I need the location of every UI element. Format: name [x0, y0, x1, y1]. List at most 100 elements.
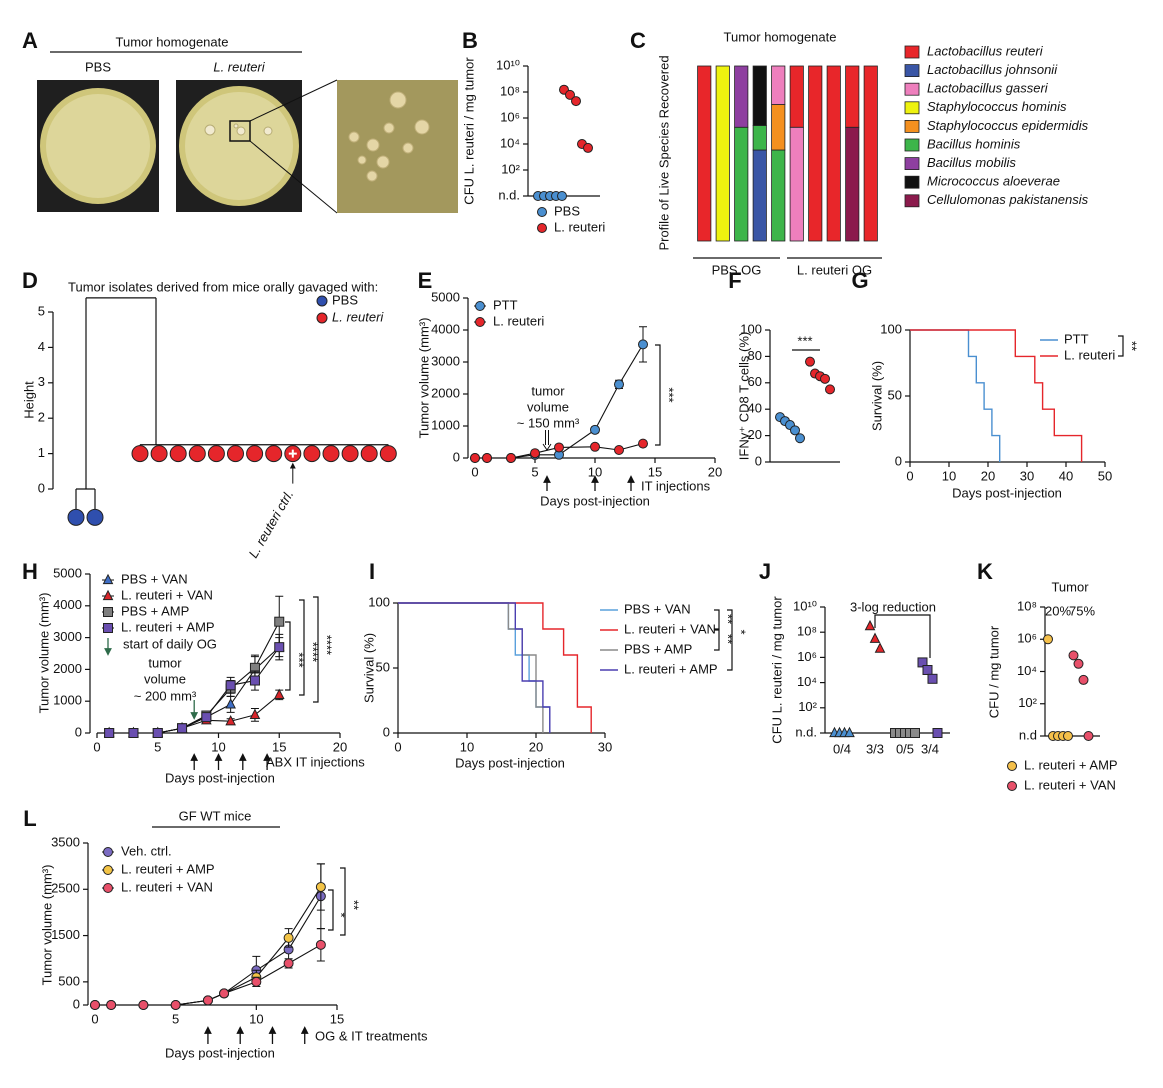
legend-marker [103, 623, 113, 633]
y-tick-label: 10⁸ [500, 83, 520, 98]
colony [389, 91, 407, 109]
data-point [844, 726, 855, 738]
y-tick-label: 3500 [51, 834, 80, 849]
annotation: IT injections [641, 478, 711, 493]
data-point [225, 714, 236, 726]
y-tick-label: 10² [1018, 695, 1037, 710]
annotation: tumor [531, 383, 565, 398]
data-point [170, 1000, 181, 1010]
x-tick-label: 0 [91, 1011, 98, 1026]
y-tick-label: 10⁴ [500, 135, 520, 150]
double-arrow [542, 430, 552, 451]
panel-letter: L [23, 806, 36, 831]
data-point [90, 1000, 100, 1010]
colony [233, 123, 239, 129]
legend-label: L. reuteri [332, 309, 384, 324]
survival-curve [398, 602, 551, 733]
y-tick-label: 1000 [53, 693, 82, 708]
significance-bracket [299, 599, 305, 696]
x-tick-label: 30 [598, 739, 612, 754]
y-tick-label: 50 [888, 387, 902, 402]
legend-label: Bacillus hominis [927, 136, 1021, 151]
significance: **** [320, 635, 335, 655]
bar-segment [826, 65, 841, 242]
data-point [249, 675, 260, 686]
data-point [1078, 674, 1089, 685]
data-point [249, 708, 261, 719]
data-point [152, 728, 163, 738]
significance-bracket [727, 609, 733, 671]
panel-letter: H [22, 559, 38, 584]
data-point [1068, 650, 1079, 661]
leaf [169, 445, 187, 463]
zoom-box [229, 120, 251, 142]
x-tick-label: 10 [211, 739, 225, 754]
significance: ** [721, 634, 736, 644]
colony [383, 122, 395, 134]
y-axis-label: Tumor volume (mm³) [416, 318, 431, 439]
data-point [251, 976, 262, 987]
data-point [554, 442, 564, 453]
x-tick-label: 0 [906, 468, 913, 483]
y-tick-label: 0 [73, 996, 80, 1011]
legend-swatch [904, 120, 920, 133]
y-tick-label: 10⁶ [1017, 631, 1037, 646]
bar-segment [771, 104, 786, 151]
leaf [379, 445, 397, 463]
data-point [225, 680, 236, 691]
y-tick-label: 100 [880, 321, 902, 336]
legend-label: L. reuteri + VAN [121, 879, 213, 894]
legend-marker [537, 223, 547, 233]
leaf [86, 508, 104, 526]
y-tick-label: 4000 [53, 597, 82, 612]
plate-agar [185, 92, 293, 200]
data-point [874, 642, 886, 653]
data-point [1083, 731, 1094, 741]
bar-segment [845, 65, 860, 128]
zoom-line [249, 79, 338, 122]
data-point [583, 142, 593, 153]
data-point [482, 453, 492, 463]
significance: * [334, 912, 349, 917]
bar-segment [752, 149, 767, 242]
data-point [922, 665, 933, 675]
y-tick-label: 2 [38, 410, 45, 425]
data-point [315, 881, 326, 892]
colony [402, 142, 414, 154]
data-point [315, 939, 326, 950]
bar-segment [752, 125, 767, 151]
panel-letter: E [418, 268, 433, 293]
y-tick-label: 0 [383, 724, 390, 739]
legend-marker [475, 317, 485, 327]
legend-swatch [904, 175, 920, 189]
legend-label: L. reuteri + AMP [624, 661, 718, 676]
y-tick-label: 4000 [431, 321, 460, 336]
legend-label: L. reuteri [493, 313, 544, 328]
data-point [825, 384, 835, 395]
annotation: ~ 200 mm³ [134, 688, 197, 703]
colony [263, 126, 273, 136]
legend-label: PBS [332, 292, 358, 307]
legend-swatch [904, 138, 920, 152]
annotation: L. reuteri ctrl. [245, 487, 296, 560]
data-point [128, 728, 139, 738]
x-tick-label: 10 [460, 739, 474, 754]
y-tick-label: 10⁶ [797, 649, 817, 664]
x-axis-label: Days post-injection [540, 493, 650, 508]
x-tick-label: 20 [333, 739, 347, 754]
colony [357, 155, 367, 165]
annotation: tumor [148, 655, 182, 670]
data-point [530, 448, 540, 459]
y-axis-label: IFNγ⁺ CD8 T cells (%) [736, 332, 751, 460]
annotation: start of daily OG [123, 636, 217, 651]
x-tick-label: 0/4 [833, 741, 851, 756]
image-label: L. reuteri [213, 59, 265, 74]
panel-letter: D [22, 268, 38, 293]
legend-marker [103, 847, 113, 857]
y-tick-label: 0 [895, 453, 902, 468]
y-axis-label: Height [21, 381, 36, 419]
y-tick-label: 100 [740, 321, 762, 336]
y-axis-label: Survival (%) [869, 361, 884, 431]
significance-bracket [285, 621, 291, 691]
leaf [150, 445, 168, 463]
